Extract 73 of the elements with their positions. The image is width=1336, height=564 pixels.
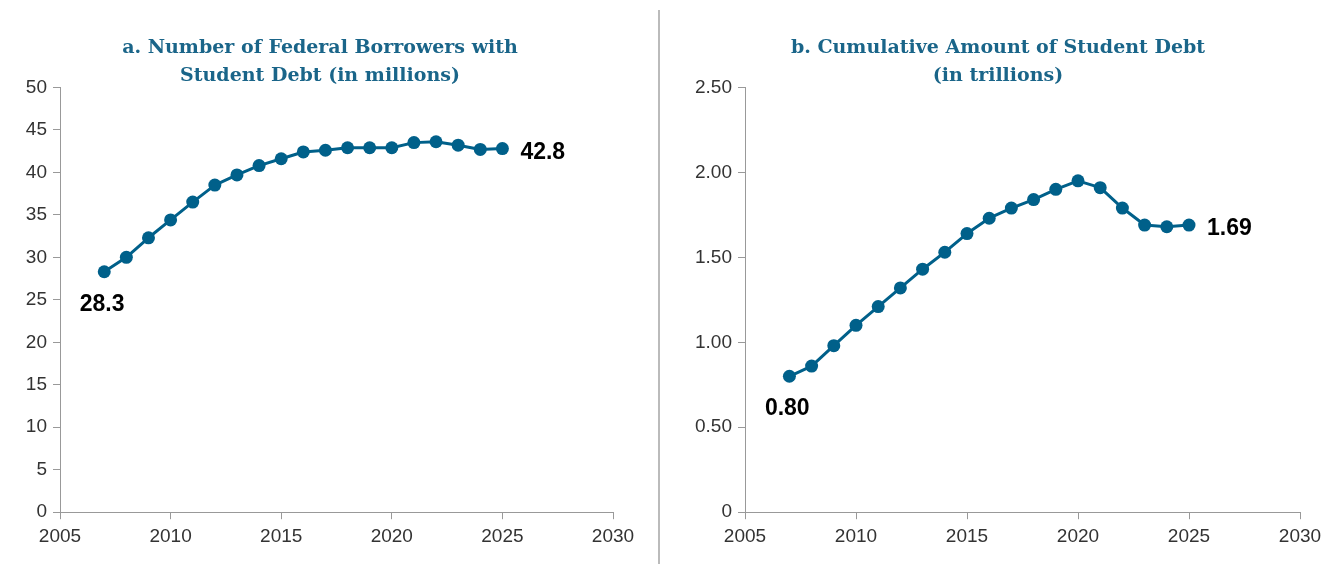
point xyxy=(782,369,796,383)
y-tick-label: 5 xyxy=(36,457,47,479)
point xyxy=(960,227,974,241)
point xyxy=(407,136,421,150)
point xyxy=(97,265,111,279)
data-label: 42.8 xyxy=(520,137,566,164)
y-tick-label: 25 xyxy=(25,288,47,310)
point xyxy=(1138,218,1152,232)
point xyxy=(1049,182,1063,196)
point xyxy=(363,141,377,155)
x-tick-label: 2020 xyxy=(1056,524,1100,546)
y-tick-label: 1.00 xyxy=(695,330,732,352)
point xyxy=(318,143,332,157)
data-label: 1.69 xyxy=(1207,214,1252,241)
y-tick-label: 20 xyxy=(25,330,47,352)
point xyxy=(1071,174,1085,188)
x-tick-label: 2030 xyxy=(1278,524,1322,546)
point xyxy=(252,159,266,173)
point xyxy=(473,142,487,156)
chart-title: a. Number of Federal Borrowers with Student Debt (in millions) xyxy=(121,34,519,87)
data-label: 0.80 xyxy=(764,394,810,421)
point xyxy=(916,262,930,276)
chart-title: b. Cumulative Amount of Student Debt (in trillions) xyxy=(789,34,1207,87)
point xyxy=(341,141,355,155)
y-tick-label: 0 xyxy=(721,500,732,522)
y-tick-label: 15 xyxy=(25,372,47,394)
point xyxy=(495,142,509,156)
x-tick-label: 2025 xyxy=(481,524,524,546)
point xyxy=(1093,181,1107,195)
x-tick-label: 2020 xyxy=(370,524,413,546)
point xyxy=(274,152,288,166)
point xyxy=(429,135,443,149)
x-tick-label: 2015 xyxy=(945,524,989,546)
point xyxy=(1004,201,1018,215)
point xyxy=(1027,193,1041,207)
point xyxy=(451,138,465,152)
point xyxy=(186,195,200,209)
point xyxy=(1160,220,1174,234)
point xyxy=(1182,218,1196,232)
point xyxy=(871,300,885,314)
y-tick-label: 10 xyxy=(25,415,47,437)
data-label: 28.3 xyxy=(79,289,125,316)
y-tick-label: 40 xyxy=(25,160,47,182)
y-tick-label: 0.50 xyxy=(695,415,732,437)
point xyxy=(805,359,819,373)
y-tick-label: 50 xyxy=(25,75,47,97)
point xyxy=(849,318,863,332)
y-tick-label: 1.50 xyxy=(695,245,732,267)
point xyxy=(827,339,841,353)
point xyxy=(141,231,155,245)
point xyxy=(164,213,178,227)
x-tick-label: 2010 xyxy=(834,524,878,546)
x-tick-label: 2010 xyxy=(149,524,192,546)
x-tick-label: 2015 xyxy=(260,524,303,546)
y-tick-label: 45 xyxy=(25,118,47,140)
point xyxy=(230,168,244,182)
point xyxy=(1115,201,1129,215)
y-tick-label: 2.00 xyxy=(695,160,732,182)
point xyxy=(385,141,399,155)
x-tick-label: 2025 xyxy=(1167,524,1211,546)
point xyxy=(119,250,133,264)
y-tick-label: 2.50 xyxy=(695,75,732,97)
point xyxy=(296,145,310,159)
point xyxy=(208,178,222,192)
y-tick-label: 0 xyxy=(36,500,47,522)
x-tick-label: 2005 xyxy=(38,524,82,546)
y-tick-label: 35 xyxy=(25,203,47,225)
y-tick-label: 30 xyxy=(25,245,47,267)
point xyxy=(938,245,952,259)
x-tick-label: 2005 xyxy=(723,524,767,546)
point xyxy=(893,281,907,295)
point xyxy=(982,211,996,225)
x-tick-label: 2030 xyxy=(591,524,635,546)
